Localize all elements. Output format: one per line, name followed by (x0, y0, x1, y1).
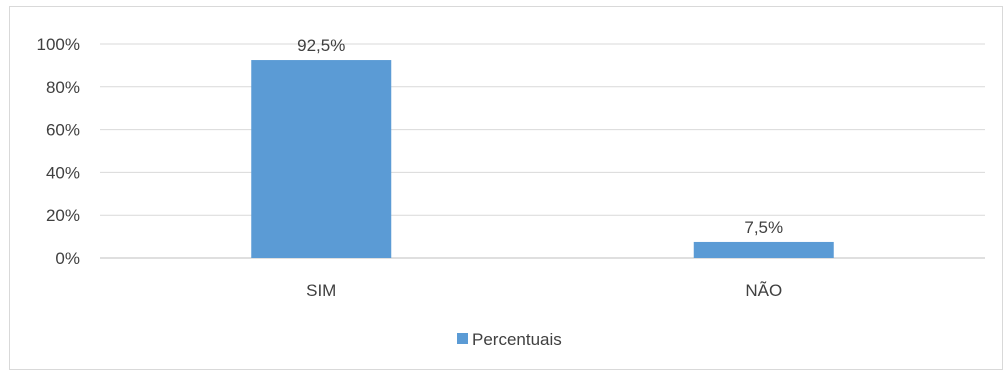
data-label: 7,5% (744, 218, 783, 237)
category-label: NÃO (745, 281, 782, 300)
legend: Percentuais (457, 330, 562, 349)
y-tick-label: 20% (46, 206, 80, 225)
category-label: SIM (306, 281, 336, 300)
bar (693, 241, 834, 258)
y-tick-label: 40% (46, 163, 80, 182)
y-tick-label: 0% (55, 249, 80, 268)
data-label: 92,5% (297, 36, 345, 55)
gridlines (100, 43, 985, 259)
y-tick-label: 100% (37, 35, 80, 54)
y-tick-label: 80% (46, 78, 80, 97)
legend-swatch (457, 333, 468, 344)
chart-frame (9, 6, 1003, 370)
bar (251, 60, 392, 258)
y-tick-label: 60% (46, 121, 80, 140)
data-labels: 92,5% 7,5% (297, 36, 783, 237)
category-labels: SIM NÃO (306, 281, 782, 300)
legend-label: Percentuais (472, 330, 562, 349)
bars (251, 60, 834, 258)
y-axis-ticks: 0% 20% 40% 60% 80% 100% (37, 35, 80, 268)
